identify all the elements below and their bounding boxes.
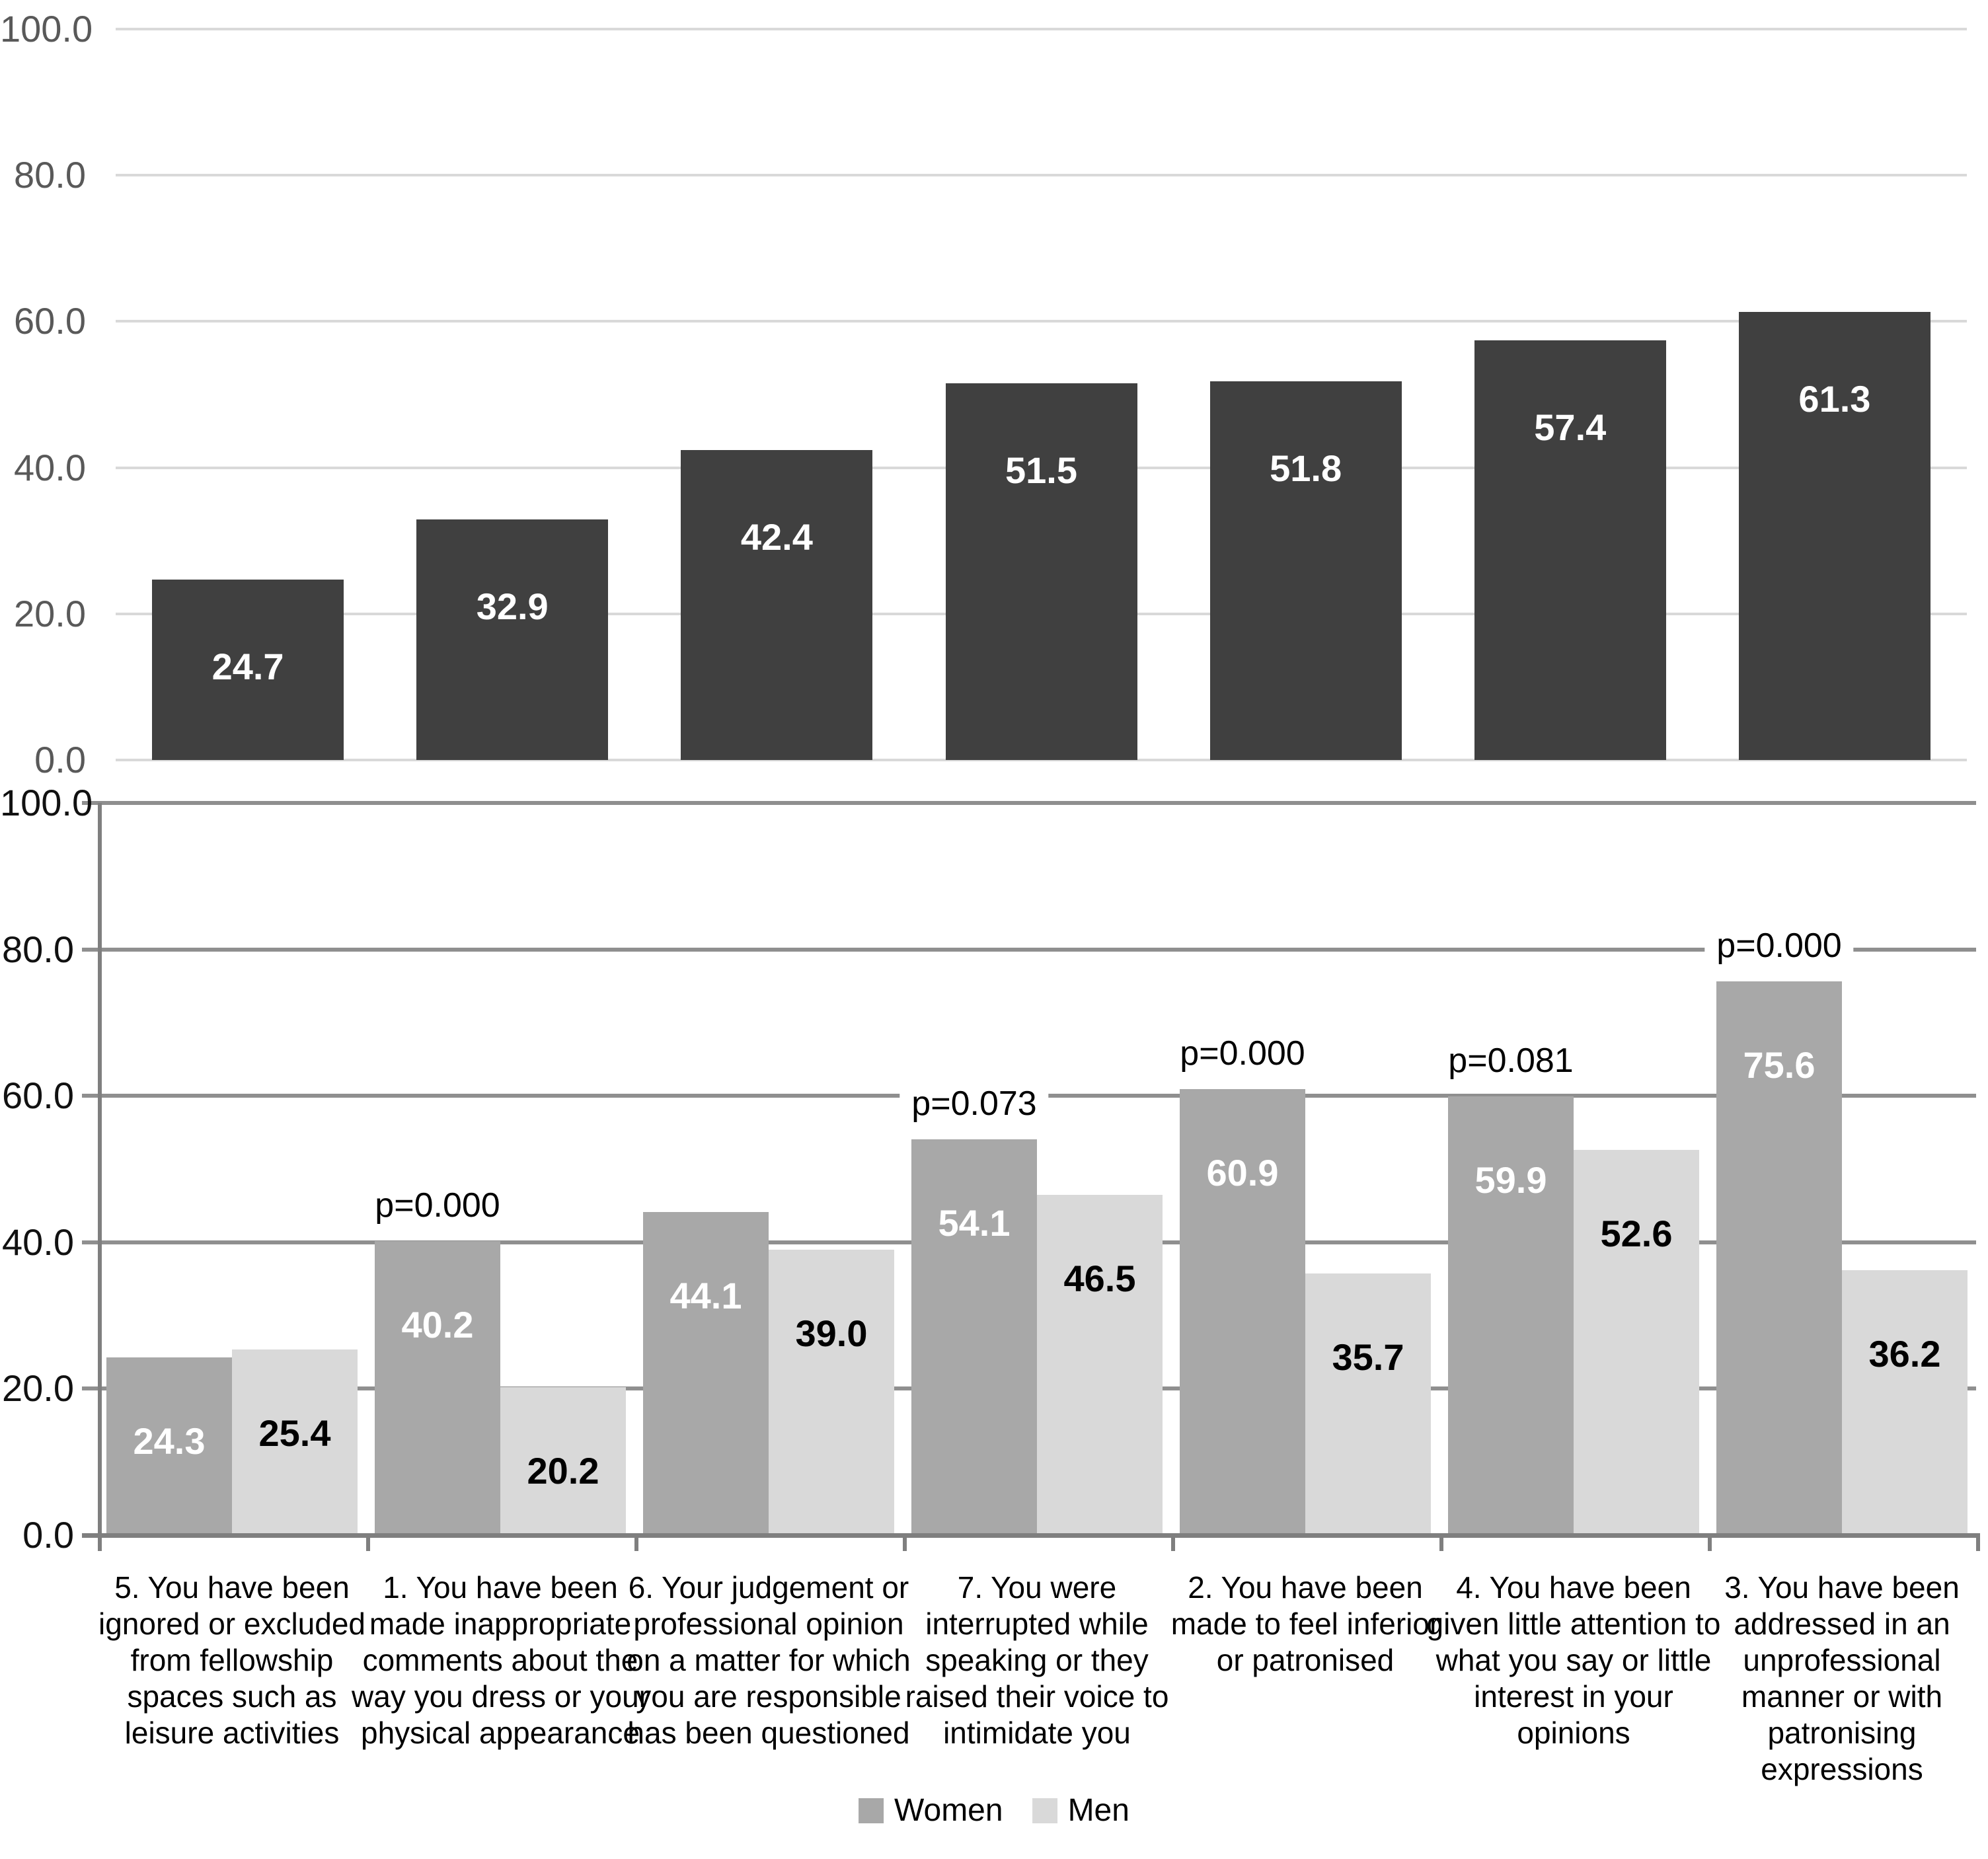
category-label: 3. You have been addressed in an unprofe… [1724, 1570, 1960, 1786]
women-bar-value: 59.9 [1474, 1159, 1547, 1201]
women-bar-value: 40.2 [401, 1303, 474, 1346]
bottom-gridline [82, 947, 1976, 952]
women-bar [1716, 981, 1842, 1535]
women-bar [643, 1212, 769, 1535]
bottom-y-tick-label: 40.0 [2, 1221, 74, 1263]
women-bar [106, 1357, 232, 1535]
category-label: 1. You have been made inappropriate comm… [352, 1570, 649, 1750]
top-gridline [116, 174, 1967, 177]
women-bar-value: 24.3 [133, 1420, 206, 1462]
men-bar-value: 20.2 [527, 1450, 599, 1492]
x-axis-line [82, 1533, 1980, 1538]
women-bar-value: 60.9 [1206, 1152, 1279, 1194]
overall-bar-value: 51.5 [1005, 449, 1077, 492]
women-bar-value: 54.1 [938, 1201, 1011, 1244]
p-value-label: p=0.000 [1704, 923, 1854, 978]
men-bar [1037, 1194, 1163, 1535]
bottom-y-tick-label: 80.0 [2, 928, 74, 970]
women-bar [1180, 1089, 1305, 1535]
top-y-tick-label: 80.0 [14, 154, 86, 196]
y-axis-line [98, 803, 102, 1551]
men-bar [232, 1349, 358, 1535]
top-gridline [116, 759, 1967, 761]
overall-bar-value: 24.7 [211, 645, 284, 687]
overall-bar [152, 579, 344, 760]
category-tick [1708, 1535, 1712, 1551]
legend-label-men: Men [1067, 1793, 1129, 1828]
men-bar [769, 1249, 894, 1535]
legend: Women Men [859, 1792, 1129, 1829]
overall-bar-value: 57.4 [1534, 406, 1607, 449]
category-label: 4. You have been given little attention … [1426, 1570, 1721, 1750]
men-bar-value: 39.0 [795, 1312, 868, 1354]
bottom-y-tick-label: 20.0 [2, 1367, 74, 1410]
men-color-swatch [1032, 1798, 1057, 1823]
overall-bar [681, 450, 873, 760]
legend-label-women: Women [894, 1793, 1003, 1828]
men-bar [500, 1387, 626, 1535]
men-bar-value: 52.6 [1600, 1213, 1673, 1255]
category-label: 2. You have been made to feel inferior o… [1170, 1570, 1440, 1677]
men-bar-value: 36.2 [1868, 1332, 1941, 1375]
men-bar-value: 46.5 [1063, 1257, 1136, 1299]
category-tick [1439, 1535, 1443, 1551]
legend-item-men: Men [1032, 1792, 1129, 1829]
men-bar-value: 25.4 [258, 1412, 331, 1454]
category-tick [1976, 1535, 1980, 1551]
overall-bar [945, 383, 1137, 760]
p-value-label: p=0.081 [1436, 1038, 1586, 1093]
category-label: 7. You were interrupted while speaking o… [905, 1570, 1169, 1750]
top-gridline [116, 28, 1967, 30]
top-y-tick-label: 0.0 [34, 739, 86, 780]
category-label: 6. Your judgement or professional opinio… [627, 1570, 911, 1750]
women-bar [1448, 1096, 1574, 1535]
overall-bar [1738, 312, 1931, 760]
overall-bar-value: 42.4 [740, 516, 813, 558]
top-y-tick-label: 60.0 [14, 300, 86, 342]
men-bar [1305, 1273, 1431, 1535]
women-color-swatch [859, 1798, 884, 1823]
bottom-y-tick-label: 60.0 [2, 1075, 74, 1117]
category-label: 5. You have been ignored or excluded fro… [98, 1570, 366, 1750]
overall-bar-value: 32.9 [476, 586, 549, 628]
p-value-label: p=0.073 [899, 1081, 1049, 1135]
women-bar-value: 75.6 [1743, 1044, 1816, 1086]
category-tick [1171, 1535, 1175, 1551]
women-bar [375, 1240, 500, 1535]
top-y-tick-label: 100.0 [0, 8, 93, 50]
p-value-label: p=0.000 [1168, 1031, 1317, 1086]
legend-item-women: Women [859, 1792, 1003, 1829]
overall-bar [1474, 340, 1666, 760]
bottom-gridline [82, 801, 1976, 805]
men-bar-value: 35.7 [1332, 1336, 1404, 1379]
bottom-y-tick-label: 100.0 [0, 782, 93, 823]
women-bar [911, 1139, 1037, 1535]
category-tick [903, 1535, 907, 1551]
category-tick [366, 1535, 370, 1551]
overall-bar [1209, 381, 1402, 760]
overall-bar [416, 519, 609, 760]
men-bar [1574, 1150, 1699, 1535]
overall-bar-value: 61.3 [1798, 378, 1871, 420]
bottom-y-tick-label: 0.0 [22, 1514, 74, 1556]
top-gridline [116, 320, 1967, 323]
top-y-tick-label: 20.0 [14, 592, 86, 634]
top-y-tick-label: 40.0 [14, 446, 86, 488]
p-value-label: p=0.000 [363, 1182, 512, 1237]
overall-bar-value: 51.8 [1270, 447, 1342, 490]
category-tick [634, 1535, 638, 1551]
women-bar-value: 44.1 [669, 1275, 742, 1317]
men-bar [1842, 1270, 1968, 1535]
